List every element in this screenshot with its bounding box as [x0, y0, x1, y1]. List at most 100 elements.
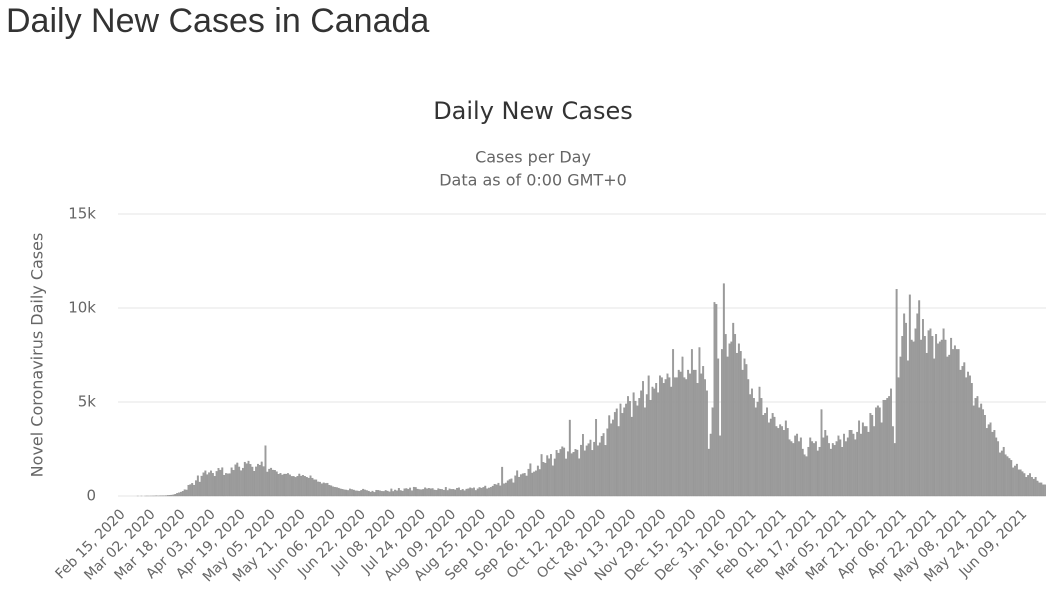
bar: [388, 491, 391, 497]
bar: [786, 428, 789, 497]
bar: [745, 364, 748, 497]
bar: [1014, 465, 1016, 497]
bar: [412, 486, 415, 497]
bar: [987, 424, 990, 497]
bar: [713, 302, 716, 497]
bar: [839, 439, 842, 497]
bar: [794, 435, 797, 497]
bar: [578, 458, 581, 497]
bar: [565, 458, 567, 497]
chart-subtitle: Data as of 0:00 GMT+0: [439, 171, 627, 190]
bar: [570, 453, 573, 497]
bar: [521, 473, 524, 497]
bar: [234, 464, 237, 497]
bar: [672, 349, 675, 497]
bar: [704, 379, 706, 497]
bar: [846, 437, 849, 497]
bar: [200, 475, 203, 497]
bar: [377, 490, 380, 497]
bar: [876, 405, 879, 497]
bar: [362, 488, 365, 497]
bar: [241, 467, 244, 497]
bar: [320, 483, 323, 497]
bar: [803, 454, 806, 497]
bar: [1023, 473, 1026, 497]
bar: [452, 489, 455, 497]
bar: [332, 486, 335, 497]
bar: [215, 471, 218, 497]
bar: [1004, 454, 1007, 497]
bar: [437, 488, 440, 497]
bar: [433, 489, 436, 497]
bar: [523, 473, 526, 497]
bar: [1042, 484, 1045, 497]
bar: [908, 294, 911, 497]
bar: [444, 487, 447, 497]
bar: [811, 441, 814, 497]
bar: [925, 352, 928, 497]
bar: [852, 433, 855, 497]
bar: [576, 449, 579, 497]
bar: [995, 437, 998, 497]
bar: [399, 490, 402, 497]
bar: [630, 416, 633, 497]
bar: [824, 430, 827, 497]
bar: [728, 343, 731, 497]
bar: [559, 449, 562, 497]
bar: [600, 436, 603, 497]
bar: [179, 491, 182, 497]
bar: [984, 415, 986, 497]
bar: [187, 484, 190, 497]
bar: [480, 487, 483, 497]
bar: [525, 475, 528, 497]
bar: [645, 394, 648, 497]
bar: [922, 319, 924, 497]
bar: [1010, 460, 1013, 497]
bar: [414, 487, 417, 497]
bar: [1027, 475, 1030, 497]
bar: [255, 466, 258, 497]
bar: [848, 430, 851, 497]
bar: [906, 360, 909, 497]
bar: [174, 494, 177, 497]
bar: [679, 371, 682, 497]
bar: [766, 407, 768, 497]
bar: [379, 490, 381, 497]
bar: [465, 488, 468, 497]
bar: [309, 475, 312, 497]
bar: [527, 468, 530, 497]
bar: [283, 473, 286, 497]
bar: [268, 468, 271, 497]
bar: [240, 470, 242, 497]
bar: [689, 373, 691, 497]
bar: [961, 366, 964, 497]
bar: [365, 490, 368, 497]
bar: [345, 489, 348, 497]
bar: [454, 489, 457, 497]
bar: [814, 441, 817, 497]
bar: [687, 369, 690, 497]
bar: [210, 470, 212, 497]
bar: [550, 454, 552, 497]
bar: [591, 450, 594, 497]
bar: [762, 415, 765, 497]
bar: [409, 487, 412, 497]
bar: [426, 488, 428, 497]
bar: [655, 383, 658, 497]
bar: [642, 381, 644, 497]
bar: [598, 442, 601, 497]
bar: [193, 484, 196, 497]
bar: [226, 473, 229, 497]
bar: [491, 485, 494, 497]
bar: [585, 445, 588, 497]
bar: [895, 289, 898, 497]
bar: [290, 476, 293, 497]
bar: [640, 390, 643, 497]
bar: [317, 481, 320, 497]
chart-subtitle: Cases per Day: [475, 148, 591, 167]
bar: [508, 479, 511, 497]
bar: [1012, 467, 1015, 497]
bar: [675, 377, 678, 497]
bar: [638, 398, 641, 497]
